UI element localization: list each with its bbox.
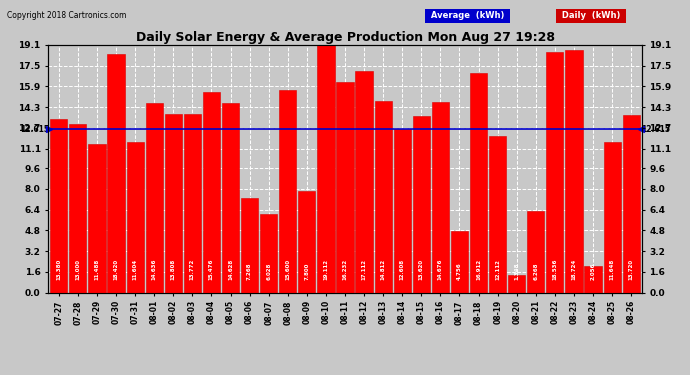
- Text: 6.028: 6.028: [266, 263, 271, 280]
- Text: 16.232: 16.232: [342, 259, 348, 280]
- Bar: [337, 82, 353, 292]
- Text: 13.000: 13.000: [75, 259, 80, 280]
- Bar: [69, 124, 86, 292]
- Bar: [126, 142, 144, 292]
- Bar: [622, 115, 640, 292]
- Bar: [604, 142, 621, 292]
- Text: 12.112: 12.112: [495, 259, 500, 280]
- Bar: [413, 116, 430, 292]
- Bar: [546, 52, 564, 292]
- Text: 13.772: 13.772: [190, 259, 195, 280]
- Text: 13.720: 13.720: [629, 259, 633, 280]
- Text: 18.420: 18.420: [114, 259, 119, 280]
- Title: Daily Solar Energy & Average Production Mon Aug 27 19:28: Daily Solar Energy & Average Production …: [135, 31, 555, 44]
- Text: 6.268: 6.268: [533, 262, 538, 280]
- Text: 4.756: 4.756: [457, 262, 462, 280]
- Text: 11.488: 11.488: [95, 259, 99, 280]
- Text: 15.600: 15.600: [285, 259, 290, 280]
- Bar: [375, 100, 392, 292]
- Bar: [298, 191, 315, 292]
- Bar: [146, 103, 163, 292]
- Bar: [317, 45, 335, 292]
- Text: 12.608: 12.608: [400, 259, 405, 280]
- Text: Average  (kWh): Average (kWh): [428, 11, 507, 20]
- Text: 16.912: 16.912: [476, 259, 481, 280]
- Bar: [489, 135, 506, 292]
- Text: 12.615: 12.615: [20, 124, 49, 134]
- Bar: [88, 144, 106, 292]
- Text: 13.808: 13.808: [171, 259, 176, 280]
- Bar: [470, 74, 487, 292]
- Text: 7.268: 7.268: [247, 262, 252, 280]
- Bar: [508, 275, 525, 292]
- Text: Copyright 2018 Cartronics.com: Copyright 2018 Cartronics.com: [7, 11, 126, 20]
- Bar: [584, 266, 602, 292]
- Bar: [108, 54, 125, 292]
- Bar: [432, 102, 449, 292]
- Text: 11.604: 11.604: [132, 259, 137, 280]
- Text: 2.056: 2.056: [591, 263, 595, 280]
- Text: 18.536: 18.536: [553, 259, 558, 280]
- Bar: [241, 198, 258, 292]
- Bar: [355, 71, 373, 292]
- Bar: [279, 90, 296, 292]
- Text: 7.800: 7.800: [304, 263, 309, 280]
- Bar: [394, 129, 411, 292]
- Text: 12.615: 12.615: [641, 124, 670, 134]
- Bar: [184, 114, 201, 292]
- Bar: [527, 211, 544, 292]
- Text: 15.476: 15.476: [209, 259, 214, 280]
- Text: 11.648: 11.648: [610, 259, 615, 280]
- Text: 14.628: 14.628: [228, 259, 233, 280]
- Text: 14.676: 14.676: [438, 259, 443, 280]
- Text: 19.112: 19.112: [324, 259, 328, 280]
- Bar: [565, 50, 582, 292]
- Text: 14.636: 14.636: [152, 259, 157, 280]
- Text: 14.812: 14.812: [381, 259, 386, 280]
- Text: 18.724: 18.724: [571, 259, 576, 280]
- Text: 1.348: 1.348: [514, 262, 519, 280]
- Bar: [260, 214, 277, 292]
- Bar: [203, 92, 220, 292]
- Bar: [451, 231, 468, 292]
- Bar: [165, 114, 182, 292]
- Text: 13.620: 13.620: [419, 259, 424, 280]
- Bar: [50, 119, 68, 292]
- Text: 17.112: 17.112: [362, 259, 366, 280]
- Bar: [222, 103, 239, 292]
- Text: Daily  (kWh): Daily (kWh): [559, 11, 623, 20]
- Text: 13.380: 13.380: [57, 259, 61, 280]
